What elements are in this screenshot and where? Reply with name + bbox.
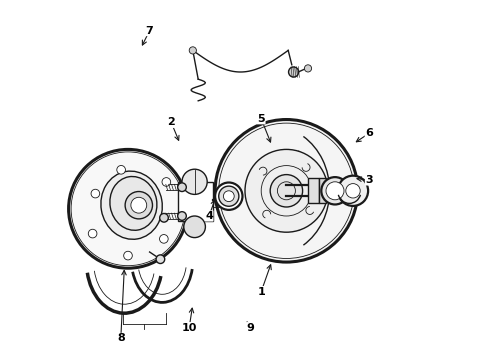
Circle shape xyxy=(91,189,99,198)
Circle shape xyxy=(326,182,344,200)
Text: 8: 8 xyxy=(117,333,124,343)
Bar xyxy=(319,178,326,203)
Circle shape xyxy=(69,149,187,268)
Circle shape xyxy=(215,183,243,210)
Circle shape xyxy=(270,175,303,207)
Circle shape xyxy=(321,177,349,204)
Circle shape xyxy=(160,213,169,222)
Text: 1: 1 xyxy=(257,287,265,297)
Text: 10: 10 xyxy=(181,323,197,333)
Circle shape xyxy=(156,255,165,264)
Circle shape xyxy=(346,184,360,198)
Circle shape xyxy=(178,183,186,192)
Bar xyxy=(308,178,319,203)
Circle shape xyxy=(304,65,312,72)
Text: 2: 2 xyxy=(167,117,175,127)
Circle shape xyxy=(117,166,125,174)
Text: 9: 9 xyxy=(246,323,254,333)
Text: 7: 7 xyxy=(146,26,153,36)
Ellipse shape xyxy=(110,176,157,230)
Text: 4: 4 xyxy=(205,211,213,221)
Ellipse shape xyxy=(101,171,162,239)
Circle shape xyxy=(125,192,152,219)
Circle shape xyxy=(223,191,234,202)
Bar xyxy=(178,182,213,221)
Circle shape xyxy=(245,149,328,232)
Circle shape xyxy=(160,235,168,243)
Circle shape xyxy=(178,212,186,220)
Circle shape xyxy=(182,169,207,194)
Circle shape xyxy=(131,197,147,213)
Circle shape xyxy=(289,67,298,77)
Circle shape xyxy=(162,177,171,186)
Text: 6: 6 xyxy=(365,128,373,138)
Text: 3: 3 xyxy=(366,175,373,185)
Circle shape xyxy=(219,186,239,206)
Text: 5: 5 xyxy=(257,114,265,124)
Circle shape xyxy=(88,229,97,238)
Circle shape xyxy=(123,251,132,260)
Circle shape xyxy=(215,120,358,262)
Circle shape xyxy=(189,47,196,54)
Circle shape xyxy=(338,176,368,206)
Circle shape xyxy=(184,216,205,238)
